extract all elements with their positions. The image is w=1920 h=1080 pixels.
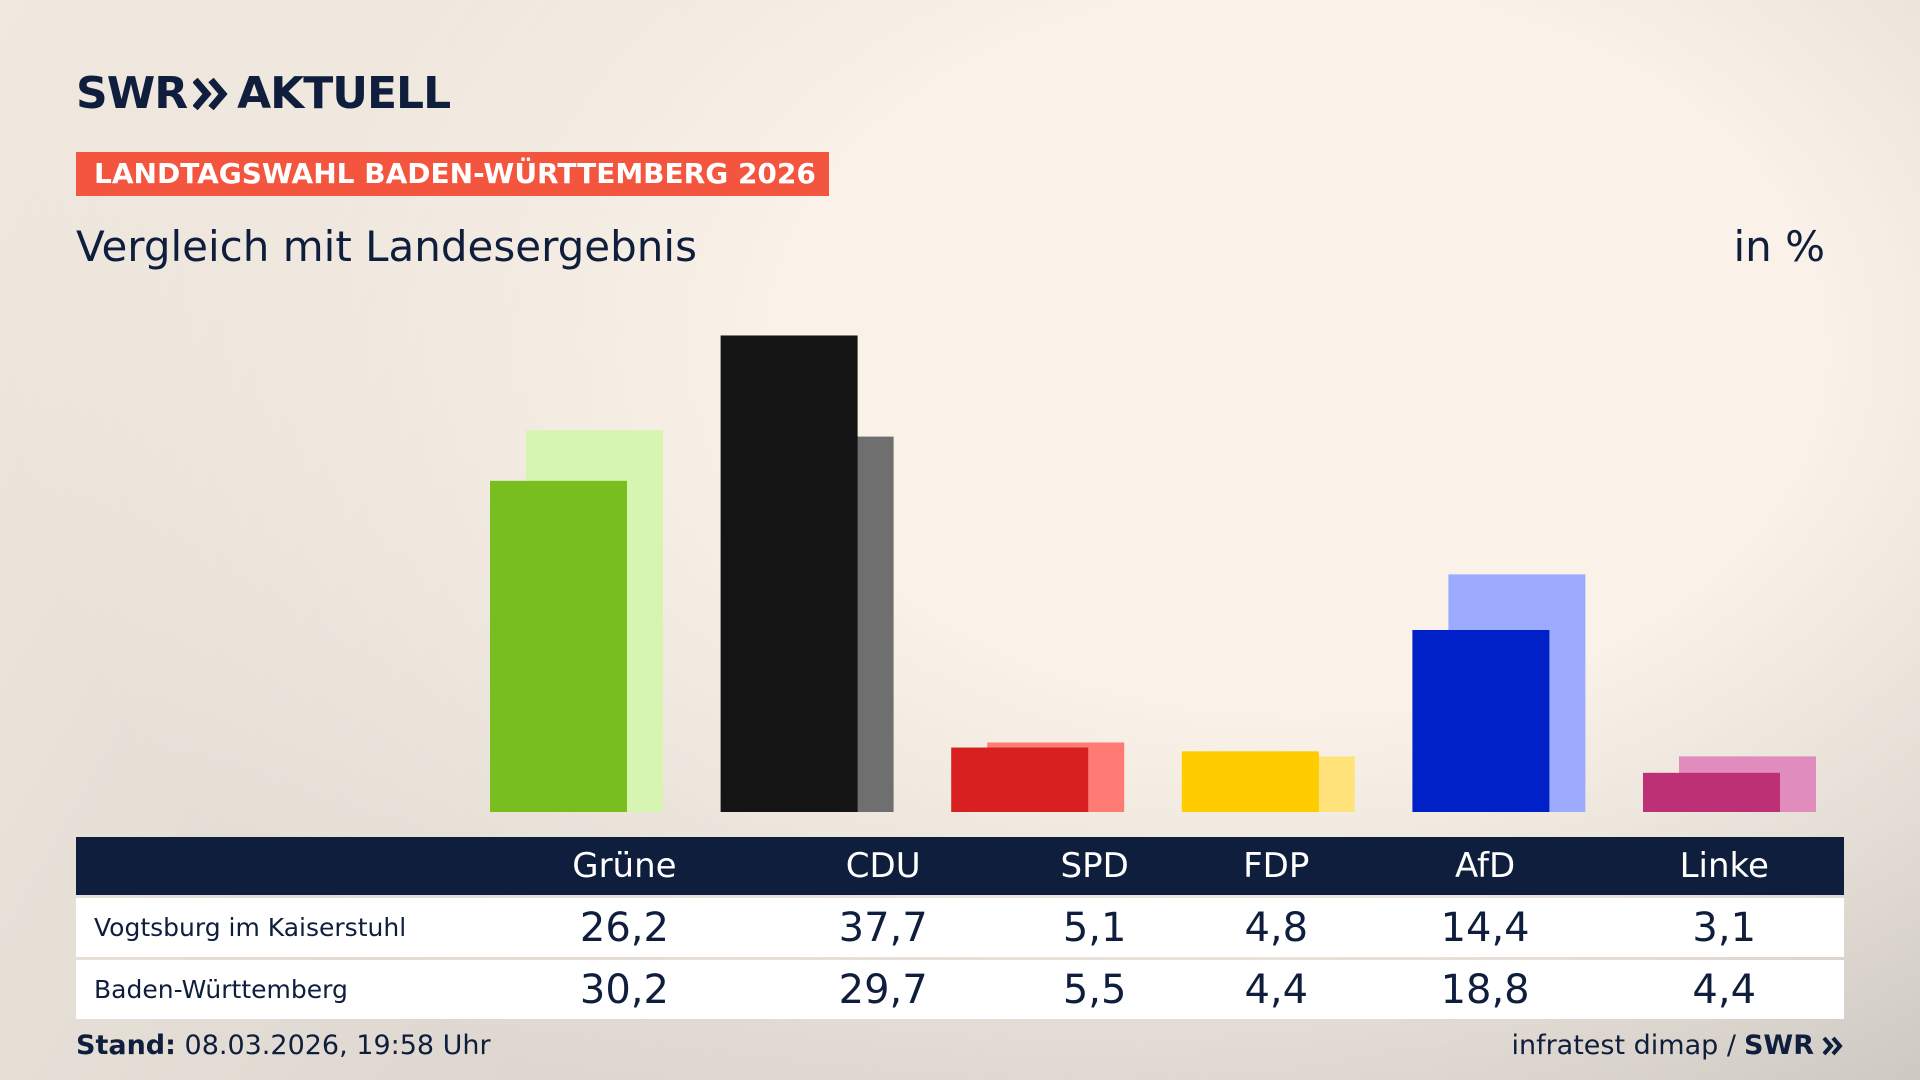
source: infratest dimap / [1511, 1030, 1736, 1061]
logo-chevrons [193, 77, 228, 110]
table-row: Vogtsburg im Kaiserstuhl 26,2 37,7 5,1 4,8 14… [76, 898, 1844, 957]
chart-title: Vergleich mit Landesergebnis [76, 222, 697, 271]
value-cell: 29,7 [763, 960, 1003, 1019]
table-header: Grüne CDU SPD FDP AfD Linke [76, 837, 1844, 895]
header-empty [76, 837, 485, 895]
value-cell: 4,4 [1604, 960, 1844, 1019]
results-table: Grüne CDU SPD FDP AfD Linke Vogtsburg im Kais… [76, 834, 1844, 1022]
bar [1412, 629, 1550, 812]
bar [1643, 772, 1780, 812]
column-header: CDU [763, 837, 1003, 895]
footer-stand: Stand: 08.03.2026, 19:58 Uhr [76, 1030, 491, 1061]
value-cell: 5,5 [1002, 960, 1187, 1019]
value-cell: 18,8 [1365, 960, 1605, 1019]
value-cell: 5,1 [1002, 898, 1187, 957]
column-header: FDP [1186, 837, 1366, 895]
table-row: Baden-Württemberg 30,2 29,7 5,5 4,4 18,8 4,4 [76, 960, 1844, 1019]
column-header: Grüne [485, 837, 764, 895]
column-header: AfD [1365, 837, 1605, 895]
bar [1181, 751, 1319, 812]
logo-swr: SWR [76, 68, 188, 119]
unit-label: in % [1733, 222, 1825, 271]
value-cell: 30,2 [485, 960, 764, 1019]
stand-label: Stand: [76, 1030, 176, 1061]
value-cell: 37,7 [763, 898, 1003, 957]
value-cell: 4,4 [1186, 960, 1366, 1019]
stand-date: 08.03.2026, 19:58 Uhr [184, 1030, 491, 1061]
bar [951, 747, 1089, 812]
column-header: Linke [1604, 837, 1844, 895]
footer-source: infratest dimap / SWR [1511, 1030, 1844, 1061]
value-cell: 14,4 [1365, 898, 1605, 957]
footer-chevrons [1822, 1036, 1843, 1055]
bar-chart [490, 335, 1816, 812]
footer-brand: SWR [1743, 1030, 1814, 1061]
row-label: Baden-Württemberg [76, 960, 485, 1019]
logo: SWR AKTUELL [76, 68, 451, 119]
column-header: SPD [1002, 837, 1187, 895]
row-label: Vogtsburg im Kaiserstuhl [76, 898, 485, 957]
value-cell: 4,8 [1186, 898, 1366, 957]
kicker: LANDTAGSWAHL BADEN-WÜRTTEMBERG 2026 [76, 152, 829, 196]
table-body: Vogtsburg im Kaiserstuhl 26,2 37,7 5,1 4,8 14… [76, 898, 1844, 1019]
bar [720, 335, 858, 812]
value-cell: 26,2 [485, 898, 764, 957]
value-cell: 3,1 [1604, 898, 1844, 957]
logo-aktuell: AKTUELL [237, 68, 451, 119]
bar [490, 480, 627, 812]
